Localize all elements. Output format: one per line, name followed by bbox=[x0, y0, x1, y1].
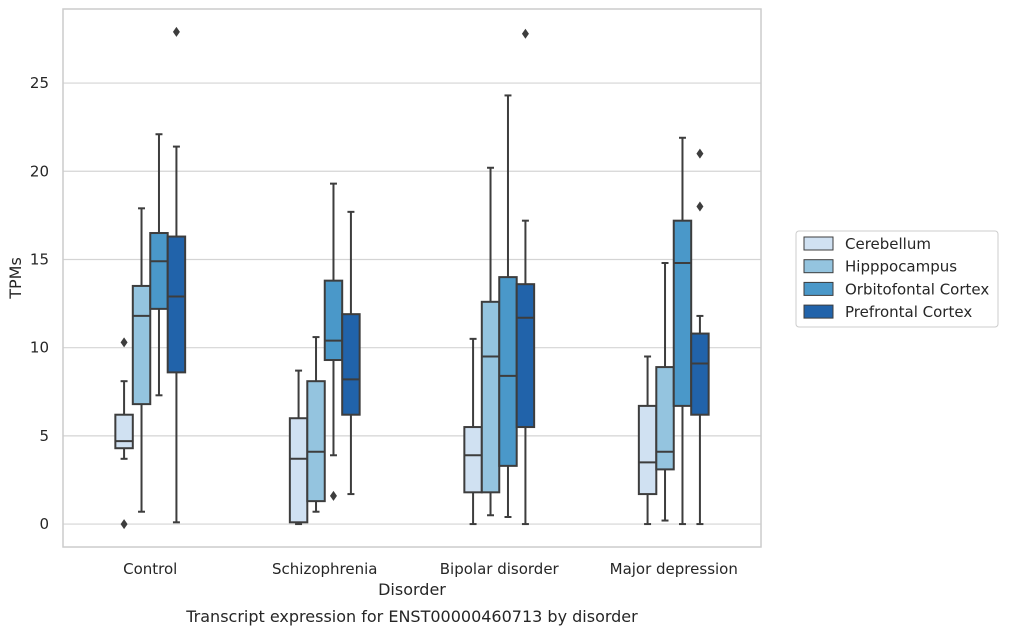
box-prefrontal-cortex bbox=[690, 148, 710, 526]
legend-label: Hipppocampus bbox=[845, 258, 957, 276]
outlier-marker bbox=[521, 28, 529, 39]
outlier-marker bbox=[120, 337, 128, 348]
outlier-marker bbox=[329, 490, 337, 501]
box-iqr bbox=[655, 366, 675, 471]
y-tick-label: 10 bbox=[30, 339, 49, 357]
x-axis-label: Disorder bbox=[378, 580, 446, 599]
box-iqr bbox=[114, 413, 134, 450]
legend-swatch bbox=[803, 304, 834, 319]
box-iqr bbox=[498, 276, 518, 467]
outlier-marker bbox=[172, 26, 180, 37]
box-iqr bbox=[690, 332, 710, 416]
x-tick-label: Major depression bbox=[610, 560, 738, 578]
x-tick-labels: Control Schizophrenia Bipolar disorder Majo… bbox=[123, 560, 738, 578]
box-iqr bbox=[637, 404, 658, 496]
box-prefrontal-cortex bbox=[515, 28, 536, 526]
outlier-marker bbox=[696, 148, 704, 159]
box-iqr bbox=[672, 219, 693, 407]
legend-swatch bbox=[803, 236, 834, 251]
x-tick-label: Schizophrenia bbox=[272, 560, 377, 578]
x-tick-label: Bipolar disorder bbox=[440, 560, 560, 578]
legend-label: Prefrontal Cortex bbox=[845, 303, 972, 321]
box-iqr bbox=[131, 284, 152, 406]
box-prefrontal-cortex bbox=[166, 26, 187, 524]
legend-label: Orbitofontal Cortex bbox=[845, 280, 989, 298]
box-iqr bbox=[306, 380, 326, 503]
legend-swatch bbox=[803, 259, 834, 274]
box-cerebellum bbox=[463, 337, 483, 526]
box-prefrontal-cortex bbox=[341, 210, 361, 496]
legend: Cerebellum Hipppocampus Orbitofontal Corte… bbox=[795, 230, 999, 328]
box-orbitofontal-cortex bbox=[149, 133, 169, 397]
box-iqr bbox=[341, 313, 361, 416]
legend-frame bbox=[795, 230, 999, 328]
box-iqr bbox=[288, 417, 309, 524]
box-orbitofontal-cortex bbox=[672, 136, 693, 526]
box-hipppocampus bbox=[131, 207, 152, 513]
box-cerebellum bbox=[114, 337, 134, 530]
x-tick-label: Control bbox=[123, 560, 177, 578]
box-hipppocampus bbox=[480, 166, 501, 517]
y-axis-label: TPMs bbox=[6, 257, 25, 300]
box-hipppocampus bbox=[306, 336, 326, 513]
y-tick-label: 0 bbox=[39, 515, 49, 533]
y-tick-label: 15 bbox=[30, 250, 49, 268]
box-iqr bbox=[166, 235, 187, 374]
box-iqr bbox=[480, 300, 501, 494]
box-iqr bbox=[149, 232, 169, 310]
box-iqr bbox=[463, 426, 483, 494]
y-tick-labels: 0 5 10 15 20 25 bbox=[30, 74, 49, 533]
y-tick-label: 20 bbox=[30, 162, 49, 180]
box-series bbox=[114, 26, 710, 530]
legend-label: Cerebellum bbox=[845, 235, 931, 253]
box-cerebellum bbox=[288, 369, 309, 526]
chart-caption: Transcript expression for ENST0000046071… bbox=[185, 607, 638, 626]
y-tick-label: 25 bbox=[30, 74, 49, 92]
box-cerebellum bbox=[637, 355, 658, 526]
box-iqr bbox=[515, 283, 536, 429]
y-tick-label: 5 bbox=[39, 427, 49, 445]
box-orbitofontal-cortex bbox=[323, 182, 344, 501]
box-hipppocampus bbox=[655, 262, 675, 522]
outlier-marker bbox=[120, 519, 128, 530]
legend-swatch bbox=[803, 281, 834, 296]
outlier-marker bbox=[696, 201, 704, 212]
box-iqr bbox=[323, 279, 344, 362]
plot-area-frame bbox=[62, 8, 762, 548]
box-orbitofontal-cortex bbox=[498, 94, 518, 519]
